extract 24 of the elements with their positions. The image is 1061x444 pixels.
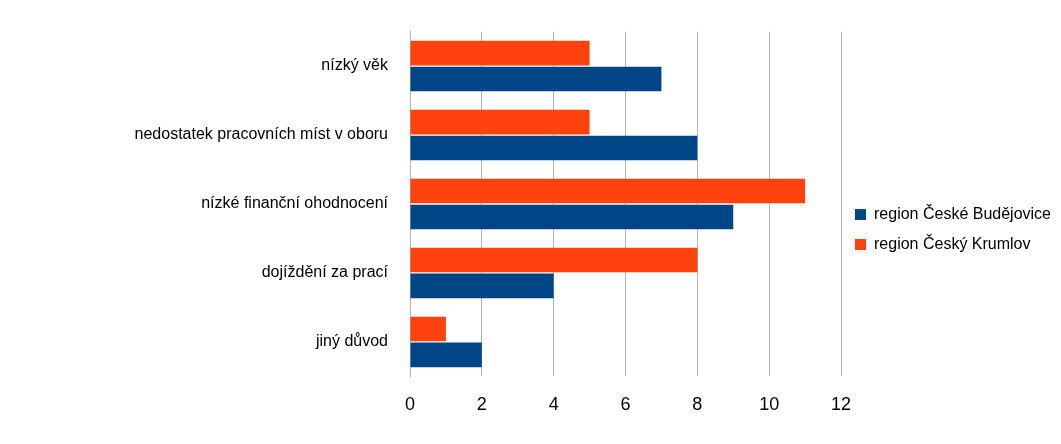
bar [410,178,806,204]
y-tick-label: nedostatek pracovních míst v oboru [134,125,388,143]
bar [410,316,446,342]
bar [410,247,698,273]
x-tick-label: 10 [759,394,780,415]
legend-label: region Český Krumlov [874,233,1031,252]
bar [410,109,590,135]
bar [410,40,590,66]
legend-label: region České Budějovice [874,203,1052,222]
x-tick-label: 8 [692,394,703,415]
x-tick-label: 0 [404,394,416,415]
y-tick-label: nízký věk [321,56,389,74]
bar [410,342,482,368]
y-tick-label: dojíždění za prací [261,263,389,281]
bar [410,135,698,161]
y-tick-label: nízké finanční ohodnocení [201,194,389,212]
x-tick-label: 4 [548,394,559,415]
x-tick-label: 12 [830,394,852,415]
x-tick-label: 2 [476,394,487,415]
bar [410,273,554,299]
y-tick-label: jiný důvod [314,332,388,350]
bar [410,66,662,92]
bar [410,204,734,230]
x-tick-label: 6 [620,394,631,415]
